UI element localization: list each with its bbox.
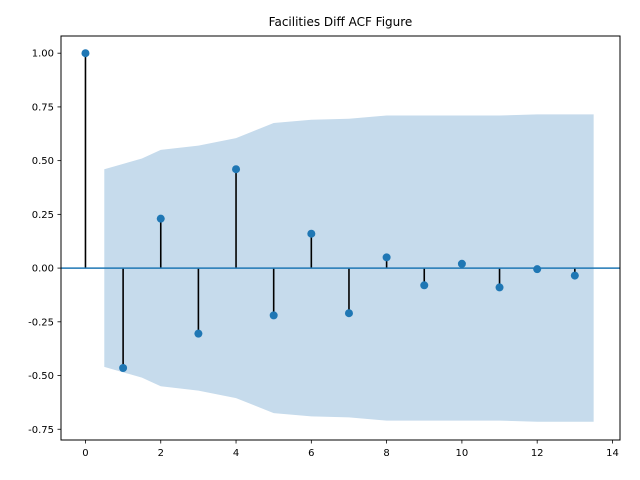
x-tick-label: 6 [308,448,314,459]
chart-title: Facilities Diff ACF Figure [269,15,413,29]
acf-point-lag-5 [269,311,278,320]
plot-area [61,49,620,422]
y-tick-label: 0.25 [32,210,54,221]
x-tick-label: 8 [383,448,389,459]
acf-point-lag-2 [156,214,165,223]
x-tick-label: 12 [531,448,544,459]
acf-point-lag-11 [495,283,504,292]
acf-point-lag-1 [119,364,128,373]
acf-point-lag-10 [457,259,466,268]
axis-ticks: 0 2 4 6 8 10 12 14 1.00 0.75 0.50 0.25 0.00 -0.25 -0.5… [28,49,619,459]
x-tick-label: 0 [82,448,88,459]
acf-point-lag-7 [344,309,353,318]
y-tick-label: -0.75 [28,425,54,436]
x-tick-label: 2 [158,448,164,459]
x-tick-label: 14 [606,448,619,459]
axes-frame [60,35,621,441]
x-tick-label: 4 [233,448,239,459]
acf-point-lag-12 [533,265,542,274]
acf-point-lag-8 [382,253,391,262]
acf-point-lag-3 [194,329,203,338]
y-tick-label: 0.50 [32,156,54,167]
acf-point-lag-13 [570,271,579,280]
x-tick-label: 10 [456,448,469,459]
y-tick-label: -0.50 [28,371,54,382]
y-tick-label: 0.00 [32,264,54,275]
y-tick-label: 0.75 [32,102,54,113]
acf-point-lag-4 [232,165,241,174]
acf-point-lag-6 [307,229,316,238]
y-tick-label: -0.25 [28,317,54,328]
acf-point-lag-0 [81,49,90,58]
acf-point-lag-9 [420,281,429,290]
y-tick-label: 1.00 [32,49,54,60]
